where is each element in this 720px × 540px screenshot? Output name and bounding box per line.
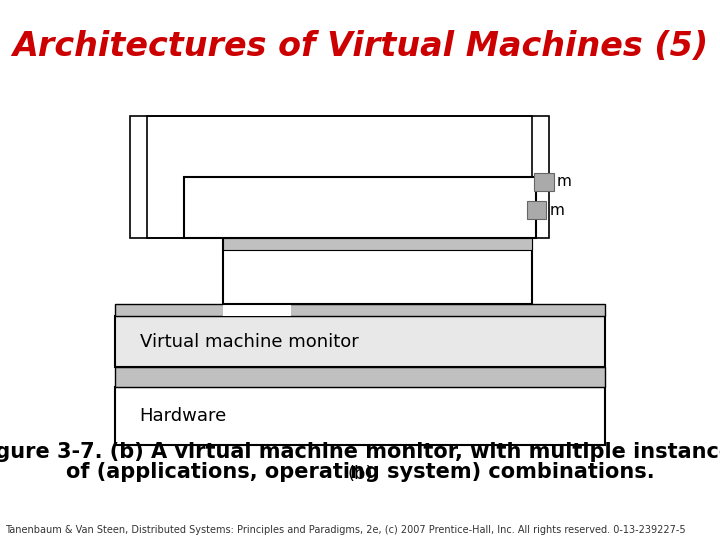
Bar — [130, 116, 531, 238]
Text: Figure 3-7. (b) A virtual machine monitor, with multiple instances: Figure 3-7. (b) A virtual machine monito… — [0, 442, 720, 462]
Bar — [184, 177, 536, 238]
Bar — [147, 116, 549, 238]
Text: (b): (b) — [347, 465, 373, 483]
Bar — [115, 387, 605, 445]
Text: Operating system: Operating system — [297, 262, 458, 280]
Text: Applications: Applications — [305, 198, 415, 216]
Text: Tanenbaum & Van Steen, Distributed Systems: Principles and Paradigms, 2e, (c) 20: Tanenbaum & Van Steen, Distributed Syste… — [5, 525, 685, 535]
Bar — [526, 201, 546, 219]
Text: Architectures of Virtual Machines (5): Architectures of Virtual Machines (5) — [12, 30, 708, 63]
Text: of (applications, operating system) combinations.: of (applications, operating system) comb… — [66, 462, 654, 482]
Text: Hardware: Hardware — [140, 407, 227, 425]
Bar — [222, 238, 531, 249]
Bar — [222, 238, 531, 304]
Bar — [222, 304, 292, 316]
Text: m: m — [549, 202, 564, 218]
Bar — [115, 316, 605, 367]
Text: m: m — [557, 174, 572, 190]
Text: Virtual machine monitor: Virtual machine monitor — [140, 333, 359, 351]
Bar — [115, 367, 605, 387]
Bar — [534, 173, 554, 191]
Bar — [115, 304, 605, 316]
